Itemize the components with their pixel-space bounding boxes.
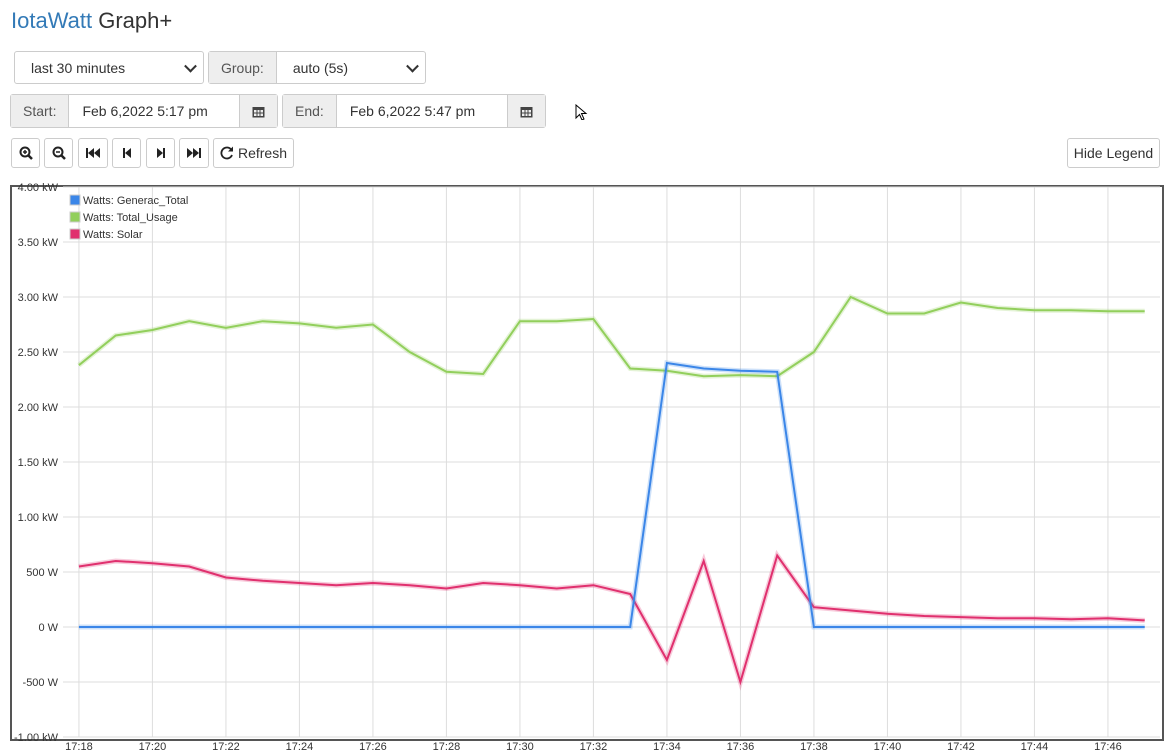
chart-frame — [10, 185, 1164, 741]
prev-icon — [122, 148, 131, 158]
next-icon — [156, 148, 165, 158]
prev-button[interactable] — [112, 138, 141, 168]
start-label: Start: — [11, 95, 70, 127]
x-tick-label: 17:30 — [506, 741, 534, 751]
y-tick-label: -1.00 kW — [14, 732, 59, 744]
x-tick-label: 17:26 — [359, 741, 387, 751]
group-select[interactable]: Group: auto (5s) — [208, 51, 426, 84]
page-title: Graph+ — [98, 8, 173, 33]
start-input[interactable]: Start: Feb 6,2022 5:17 pm — [10, 94, 278, 128]
legend-swatch — [69, 211, 81, 223]
calendar-icon — [252, 106, 265, 117]
calendar-button[interactable] — [239, 95, 277, 127]
x-tick-label: 17:18 — [65, 741, 93, 751]
zoom-out-icon — [52, 146, 66, 160]
x-tick-label: 17:22 — [212, 741, 240, 751]
x-tick-label: 17:36 — [727, 741, 755, 751]
calendar-button[interactable] — [506, 95, 545, 127]
start-value: Feb 6,2022 5:17 pm — [82, 103, 208, 119]
refresh-label: Refresh — [237, 145, 288, 161]
y-tick-label: 1.50 kW — [18, 457, 59, 469]
next-button[interactable] — [146, 138, 175, 168]
first-button[interactable] — [78, 138, 108, 168]
y-tick-label: 2.50 kW — [18, 347, 59, 359]
end-label: End: — [283, 95, 337, 127]
y-tick-label: 0 W — [38, 622, 58, 634]
y-tick-label: 4.00 kW — [18, 182, 59, 194]
last-icon — [187, 148, 201, 158]
brand-name: IotaWatt — [11, 8, 93, 33]
x-tick-label: 17:28 — [433, 741, 461, 751]
calendar-icon — [520, 106, 533, 117]
hide-legend-button[interactable]: Hide Legend — [1067, 138, 1160, 168]
legend-label: Watts: Solar — [83, 229, 143, 241]
series-line — [78, 295, 1145, 378]
legend-swatch — [69, 228, 81, 240]
x-tick-label: 17:38 — [800, 741, 828, 751]
y-tick-label: 2.00 kW — [18, 402, 59, 414]
hide-legend-label: Hide Legend — [1073, 145, 1154, 161]
series-line — [78, 553, 1145, 686]
y-tick-label: 3.00 kW — [18, 292, 59, 304]
x-tick-label: 17:34 — [653, 741, 681, 751]
x-tick-label: 17:24 — [286, 741, 314, 751]
end-value: Feb 6,2022 5:47 pm — [349, 103, 476, 119]
zoom-in-icon — [19, 146, 33, 160]
x-tick-label: 17:32 — [580, 741, 608, 751]
series-shadow — [77, 293, 1145, 379]
series-line — [78, 361, 1145, 628]
y-tick-label: 1.00 kW — [18, 512, 59, 524]
end-input[interactable]: End: Feb 6,2022 5:47 pm — [282, 94, 546, 128]
mouse-cursor — [575, 104, 588, 120]
group-value: auto (5s) — [292, 59, 349, 76]
group-label: Group: — [209, 52, 277, 83]
refresh-icon — [220, 146, 233, 160]
x-tick-label: 17:46 — [1094, 741, 1122, 751]
legend-swatch — [69, 194, 81, 206]
zoom-in-button[interactable] — [11, 138, 40, 168]
brand: IotaWatt Graph+ — [11, 8, 172, 34]
refresh-button[interactable]: Refresh — [213, 138, 294, 168]
first-icon — [86, 148, 100, 158]
period-select[interactable]: last 30 minutes — [14, 51, 204, 84]
last-button[interactable] — [179, 138, 209, 168]
x-tick-label: 17:20 — [139, 741, 167, 751]
legend-label: Watts: Generac_Total — [83, 195, 188, 207]
y-tick-label: -500 W — [23, 677, 59, 689]
zoom-out-button[interactable] — [44, 138, 73, 168]
period-value: last 30 minutes — [31, 59, 126, 76]
x-tick-label: 17:42 — [947, 741, 975, 751]
legend-label: Watts: Total_Usage — [83, 212, 178, 224]
x-tick-label: 17:44 — [1021, 741, 1049, 751]
x-tick-label: 17:40 — [874, 741, 902, 751]
y-tick-label: 500 W — [26, 567, 58, 579]
y-tick-label: 3.50 kW — [18, 237, 59, 249]
